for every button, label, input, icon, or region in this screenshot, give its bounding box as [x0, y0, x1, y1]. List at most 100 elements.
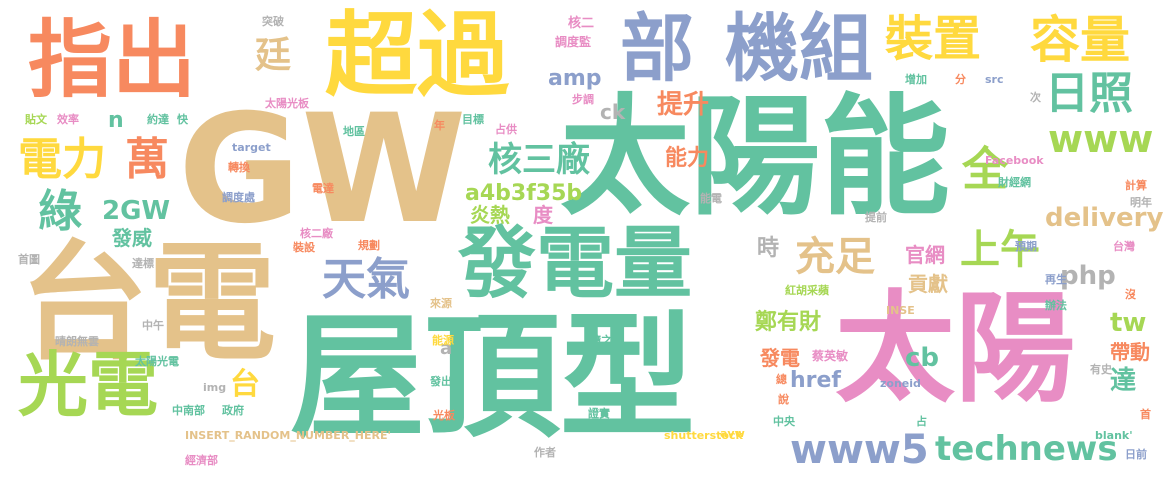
- word: 政府: [222, 404, 244, 417]
- word: 能力: [665, 146, 710, 171]
- word: 分: [955, 73, 966, 86]
- word: 全: [962, 142, 1008, 196]
- word: 容量: [1030, 11, 1130, 69]
- word: 官網: [905, 243, 945, 267]
- word: 太陽: [835, 280, 1075, 419]
- word: 紅胡采蘋: [785, 284, 829, 297]
- word: 達: [1110, 366, 1137, 396]
- word: 時: [757, 236, 780, 261]
- word: 能電: [700, 192, 722, 205]
- word: 沒: [1125, 288, 1136, 301]
- word: avw: [720, 427, 745, 440]
- word: 綠: [38, 186, 82, 237]
- word: 規劃: [358, 239, 380, 252]
- word: 裝設: [293, 241, 315, 254]
- word: 電力: [18, 134, 106, 185]
- word: 財經網: [998, 176, 1031, 189]
- word: src: [985, 73, 1004, 86]
- word: 轉換: [228, 161, 250, 174]
- word: 度: [533, 203, 553, 227]
- word: n: [108, 108, 124, 133]
- word: 目標: [462, 113, 484, 126]
- word: 中南部: [172, 404, 205, 417]
- word: 提升: [657, 90, 710, 120]
- word: 計算: [1125, 179, 1147, 192]
- word: 首: [1140, 408, 1151, 421]
- word: 次: [1030, 91, 1041, 104]
- word: 隨之: [590, 334, 612, 347]
- word: 蔡英敏: [812, 349, 849, 363]
- word: zoneid: [880, 377, 921, 390]
- word: 來源: [430, 297, 452, 310]
- word: 快: [177, 113, 188, 126]
- word: 貢獻: [908, 272, 948, 296]
- word: 晴朗無雲: [55, 335, 99, 348]
- word: 發出: [430, 375, 452, 388]
- word: 發威: [112, 226, 152, 250]
- word: target: [232, 141, 271, 154]
- word: 炎熱: [470, 203, 510, 227]
- word: 太陽能: [560, 81, 951, 233]
- word: 萬: [125, 134, 169, 185]
- word: 2GW: [102, 196, 171, 226]
- word: 指出: [28, 11, 197, 109]
- word: www5: [790, 427, 929, 473]
- word: 中午: [142, 319, 164, 332]
- word: 充足: [795, 234, 875, 280]
- word: 光板: [433, 409, 455, 422]
- word: blank': [1095, 429, 1133, 442]
- word: 核三廠: [488, 140, 590, 180]
- word: Facebook: [985, 154, 1044, 167]
- word: 總: [776, 373, 787, 386]
- word: amp: [548, 66, 602, 91]
- word: 能源: [432, 334, 454, 347]
- word: a4b3f35b: [465, 181, 583, 206]
- word: delivery: [1045, 203, 1164, 233]
- word: 天氣: [322, 254, 410, 305]
- word: a: [440, 338, 453, 359]
- word: 占供: [495, 123, 517, 136]
- word: 有史: [1090, 363, 1112, 376]
- word: 中央: [773, 415, 795, 428]
- word: 年: [434, 119, 445, 132]
- word: 再生: [1045, 273, 1067, 286]
- word: 鄭有財: [755, 310, 822, 335]
- word: tw: [1110, 308, 1147, 338]
- word: 辦法: [1045, 299, 1067, 312]
- word: 首圖: [18, 253, 40, 266]
- word: 太陽光板: [265, 97, 309, 110]
- word: 核二: [568, 16, 595, 31]
- word: 貼文: [25, 113, 47, 126]
- word: 台: [230, 367, 260, 402]
- word: GW: [178, 83, 467, 257]
- word: href: [790, 368, 842, 393]
- word: 預期: [1015, 240, 1037, 253]
- word: ck: [600, 100, 626, 124]
- word: technews: [935, 429, 1118, 469]
- word: cb: [905, 343, 940, 373]
- word: php: [1060, 261, 1116, 291]
- word: 證實: [588, 407, 610, 420]
- word: 提前: [865, 211, 887, 224]
- word: 發電量: [458, 219, 693, 309]
- word: 增加: [905, 73, 927, 86]
- word: 調度處: [222, 191, 255, 204]
- word: 光電: [18, 344, 158, 426]
- word: 裝置: [885, 11, 982, 67]
- word: 台灣: [1113, 240, 1135, 253]
- word: 約達: [147, 113, 169, 126]
- word: 核二廠: [300, 227, 333, 240]
- word: 明年: [1130, 196, 1152, 209]
- word: 步調: [572, 93, 594, 106]
- word: 發電: [760, 346, 800, 370]
- word: img: [203, 381, 227, 394]
- word: www: [1048, 117, 1154, 161]
- word: 台電: [20, 229, 277, 378]
- word: 帶動: [1110, 340, 1150, 364]
- word: 太陽光電: [135, 355, 179, 368]
- word: 廷: [255, 35, 292, 76]
- word: 屋頂型: [290, 299, 695, 456]
- word: 機組: [725, 6, 873, 92]
- word: INSE: [886, 304, 915, 317]
